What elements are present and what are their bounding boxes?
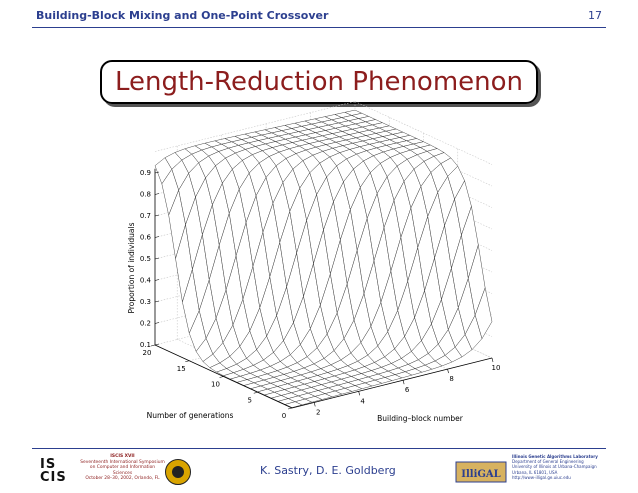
university-seal-icon [165, 459, 191, 485]
igal-logo-text: IlliGAL [461, 469, 500, 480]
page-number: 17 [588, 9, 602, 22]
z-tick-label: 0.4 [140, 277, 152, 285]
generation-tick-label: 5 [248, 396, 252, 404]
generation-tick-label: 15 [177, 365, 186, 373]
slide-header: Building-Block Mixing and One-Point Cros… [0, 0, 638, 32]
block-tick [313, 402, 316, 407]
generation-tick [185, 360, 190, 363]
generation-tick [287, 407, 293, 410]
block-tick-label: 10 [492, 364, 501, 372]
z-tick [154, 214, 160, 217]
igal-line: http://www-illigal.ge.uiuc.edu [512, 474, 571, 480]
z-tick [154, 171, 160, 174]
generation-tick [219, 376, 224, 378]
z-tick-label: 0.2 [140, 320, 151, 328]
igal-line: Illinois Genetic Algorithms Laboratory [512, 454, 598, 459]
generation-tick [150, 344, 156, 347]
iscis-text: ISCIS XVII Seventeenth International Sym… [80, 454, 165, 482]
block-tick [402, 380, 405, 385]
axis-labels: 0.1 0.2 0.3 0.4 0.5 0.6 0.7 0.8 0.9 0 5 10 15 20 2 4 6 8 1… [127, 169, 500, 423]
authors: K. Sastry, D. E. Goldberg [260, 464, 396, 477]
surface-cell [474, 286, 493, 340]
block-tick-label: 6 [405, 386, 410, 394]
z-tick-label: 0.5 [140, 255, 151, 263]
iscis-logo: IS CIS [40, 457, 67, 485]
surface-mesh [154, 109, 493, 408]
z-tick [154, 322, 160, 324]
z-tick [154, 236, 160, 238]
z-tick-label: 0.1 [140, 341, 151, 349]
igal-line: University of Illinois at Urbana-Champai… [512, 464, 597, 470]
z-axis-label: Proportion of individuals [127, 222, 136, 313]
z-tick-label: 0.8 [140, 191, 151, 199]
igal-line: Department of General Engineering [512, 459, 584, 465]
x-axis-label: Building–block number [377, 414, 464, 423]
slide-footer: IS CIS ISCIS XVII Seventeenth Internatio… [0, 440, 638, 493]
iscis-line: Seventeenth International Symposium [80, 459, 165, 465]
z-tick [154, 193, 160, 195]
generation-tick-label: 0 [282, 412, 286, 420]
iscis-line: ISCIS XVII [110, 454, 135, 459]
generation-tick-label: 10 [211, 381, 220, 389]
z-tick-label: 0.7 [140, 212, 151, 220]
x-axis-line [291, 357, 493, 409]
z-tick-label: 0.3 [140, 298, 151, 306]
igal-line: Urbana, IL 61801, USA [512, 469, 558, 475]
iscis-line: October 28–30, 2002, Orlando, FL [85, 476, 160, 482]
z-tick-label: 0.9 [140, 169, 151, 177]
block-tick-label: 8 [449, 375, 453, 383]
z-tick-label: 0.6 [140, 234, 152, 242]
slide-title: Length-Reduction Phenomenon [114, 67, 524, 97]
wall-grid-line [154, 101, 356, 152]
header-title: Building-Block Mixing and One-Point Cros… [36, 9, 329, 22]
z-tick [154, 279, 160, 281]
plot-axes [150, 168, 494, 410]
generation-tick [253, 391, 258, 394]
illigal-text: Illinois Genetic Algorithms Laboratory D… [512, 454, 612, 480]
block-tick [358, 391, 360, 396]
block-tick [447, 369, 449, 374]
z-tick [154, 343, 160, 346]
footer-rule [32, 448, 606, 449]
header-rule [32, 27, 606, 28]
z-tick [154, 257, 160, 260]
iscis-line: on Computer and Information Sciences [89, 465, 156, 476]
y-axis-label: Number of generations [147, 411, 234, 420]
z-tick [154, 300, 160, 303]
generation-tick-label: 20 [143, 349, 152, 357]
illigal-logo: IlliGAL [455, 461, 507, 483]
block-tick-label: 2 [316, 408, 320, 416]
block-tick-label: 4 [360, 397, 365, 405]
block-tick [491, 357, 494, 363]
slide-title-box: Length-Reduction Phenomenon [100, 60, 538, 104]
